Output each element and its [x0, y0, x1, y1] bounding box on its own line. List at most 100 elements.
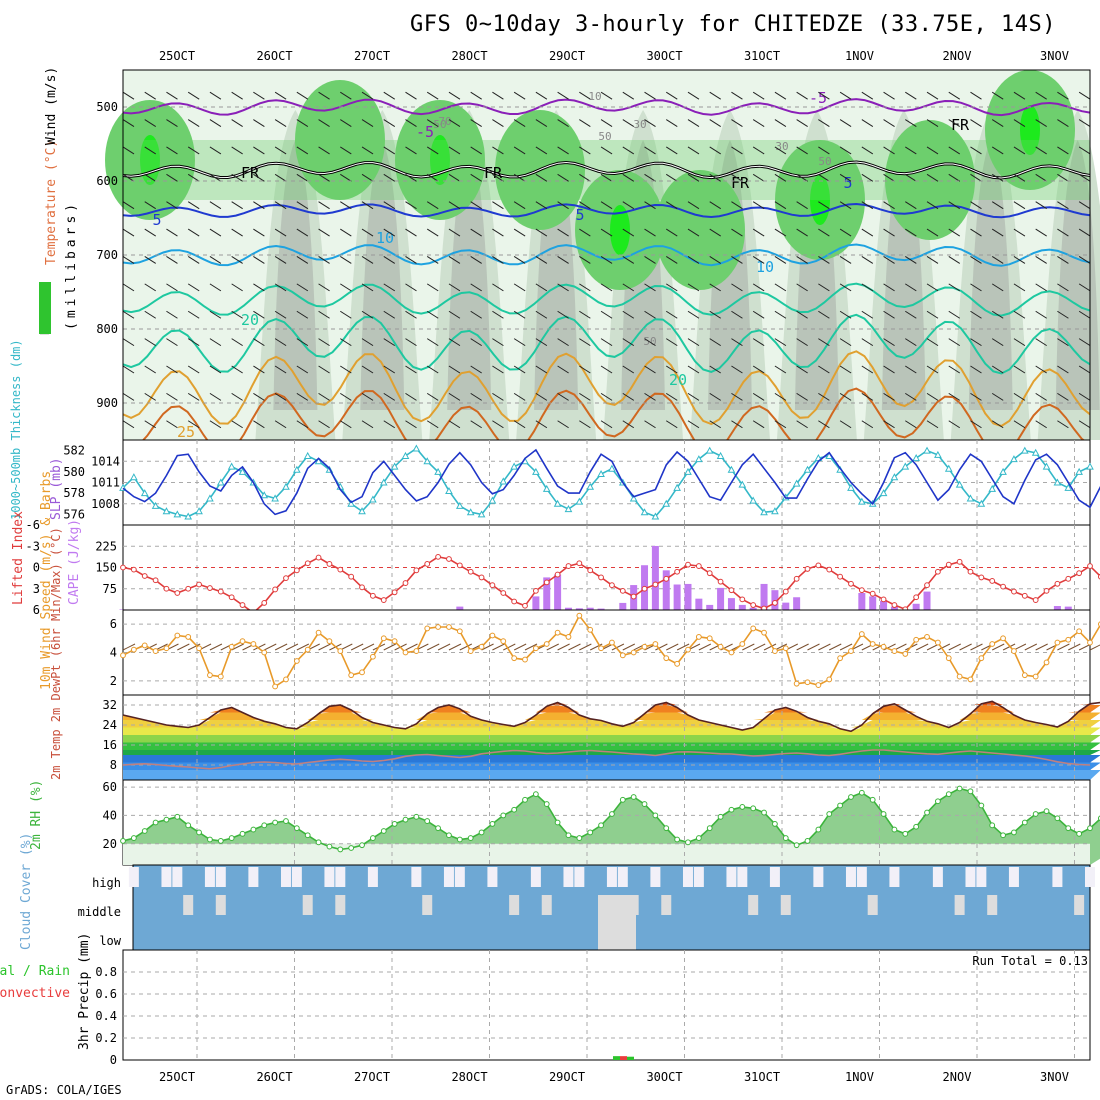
- wind-barb: [839, 283, 852, 292]
- thickness-line-point: [586, 482, 595, 490]
- rh-line-point: [326, 843, 333, 850]
- wind-barb: [253, 119, 265, 128]
- wind-barb: [731, 256, 743, 264]
- wind-barb: [731, 146, 743, 155]
- wind-barb: [644, 365, 656, 374]
- wind-barb-10m: [546, 643, 559, 651]
- date-label-bottom: 2NOV: [943, 1070, 972, 1084]
- slp-tick: 1011: [91, 476, 120, 490]
- rh-line-point: [369, 835, 376, 841]
- wind-barb: [231, 283, 243, 292]
- wind-barb: [274, 91, 287, 100]
- wind-barb: [991, 119, 1004, 128]
- wind-speed-line-point: [283, 676, 289, 683]
- wind-barb: [991, 146, 1004, 155]
- wind-barb: [144, 420, 156, 429]
- cape-bar: [912, 603, 920, 610]
- thickness-line-point: [282, 482, 290, 490]
- wind-barb: [687, 365, 700, 374]
- wind-barb-10m: [437, 643, 451, 651]
- precip-panel-frame: [122, 949, 1091, 1061]
- cloud-high-gap: [161, 867, 172, 887]
- thickness-line-point: [195, 507, 203, 515]
- wind-barb-10m: [970, 643, 983, 651]
- wind-barb: [687, 420, 700, 429]
- wind-barb: [622, 256, 635, 264]
- wind-barb: [231, 338, 243, 347]
- cloud-high-gap: [965, 867, 976, 887]
- wind-barb: [687, 91, 700, 100]
- cloud-high-gap: [487, 867, 498, 887]
- wind-barb: [948, 119, 961, 128]
- cloud-high-gap: [204, 867, 215, 887]
- lifted-index-line-point: [956, 558, 963, 565]
- thickness-line-point: [651, 512, 660, 520]
- wind-barb-10m: [296, 643, 310, 651]
- wind-barb: [166, 420, 178, 429]
- wind-speed-line-point: [619, 652, 626, 659]
- wind-barb: [926, 228, 939, 237]
- isotherm-label: FR: [951, 116, 970, 134]
- thickness-line-point: [890, 473, 899, 481]
- wind-barb: [1078, 173, 1091, 182]
- wind-speed-line-point: [772, 648, 778, 654]
- rh-line-point: [924, 809, 930, 816]
- cloud-high-gap: [454, 867, 465, 887]
- wind-barb: [970, 201, 982, 210]
- cloud-high-gap: [411, 867, 422, 887]
- wind-barb: [166, 201, 178, 210]
- wind-barb: [1035, 173, 1047, 182]
- ylabel-lifted-index: Lifted Index: [11, 511, 26, 605]
- wind-barb-10m: [144, 643, 157, 651]
- wind-barb: [709, 146, 721, 155]
- cape-bar: [1053, 606, 1061, 610]
- wind-speed-line-point: [793, 680, 800, 687]
- wind-barb: [231, 91, 243, 100]
- wind-barb: [970, 392, 982, 401]
- wind-barb: [187, 338, 200, 347]
- wind-barb: [557, 146, 569, 155]
- thickness-line-point: [923, 446, 931, 454]
- wind-barb: [318, 338, 330, 347]
- wind-barb: [448, 420, 461, 429]
- wind-barb: [1035, 338, 1047, 347]
- wind-barb: [296, 119, 309, 128]
- wind-barb: [296, 256, 309, 264]
- rh-line-point: [858, 789, 865, 796]
- wind-barb: [731, 392, 743, 401]
- thickness-line-point: [629, 494, 638, 502]
- date-label-top: 26OCT: [256, 49, 292, 63]
- precip-bar: [620, 1056, 627, 1060]
- rh-line-point: [598, 822, 604, 829]
- wind-barb: [231, 256, 243, 264]
- wind-barb: [383, 283, 396, 292]
- wind-barb: [948, 91, 961, 100]
- wind-barb: [948, 173, 961, 182]
- wind-barb: [948, 310, 961, 319]
- wind-barb: [970, 256, 982, 264]
- wind-barb: [905, 146, 917, 155]
- wind-barb: [970, 228, 982, 237]
- precip-tick: 0.4: [95, 1009, 117, 1023]
- date-label-bottom: 29OCT: [549, 1070, 585, 1084]
- wind-barb: [231, 119, 243, 128]
- thickness-line-point: [542, 484, 551, 492]
- rh-line-point: [489, 821, 496, 827]
- wind-barb: [883, 228, 895, 237]
- wind-barb-10m: [177, 643, 190, 651]
- wind-barb: [665, 283, 678, 292]
- wind-barb: [731, 310, 743, 319]
- isotherm-label: -5: [809, 89, 827, 107]
- wind-barb: [513, 365, 526, 374]
- wind-barb: [861, 283, 874, 292]
- lifted-index-line-point: [641, 585, 648, 592]
- wind-barb: [231, 420, 243, 429]
- cape-bar: [793, 597, 801, 610]
- wind-barb: [231, 310, 243, 319]
- lifted-index-line-point: [576, 560, 583, 567]
- date-label-top: 2NOV: [943, 49, 972, 63]
- lifted-index-line-point: [543, 579, 550, 586]
- rh-line-point: [554, 819, 561, 826]
- wind-barb: [405, 146, 417, 155]
- lifted-index-line-point: [446, 556, 452, 562]
